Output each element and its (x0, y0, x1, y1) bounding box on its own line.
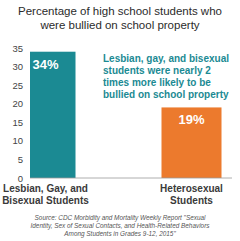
category-label: HeterosexualStudents (160, 183, 223, 206)
y-tick-label: 35 (12, 43, 23, 54)
text-line: Students (170, 195, 213, 206)
y-tick-label: 5 (18, 154, 23, 165)
bars (30, 52, 222, 178)
y-tick-label: 30 (12, 61, 23, 72)
text-line: Percentage of high school students who (18, 5, 222, 17)
data-label: 34% (32, 57, 58, 72)
chart-svg: Percentage of high school students who we… (0, 0, 240, 241)
title: Percentage of high school students who we… (18, 5, 222, 31)
text-line: Identity, Sex of Sexual Contacts, and He… (31, 222, 211, 230)
annotation: Lesbian, gay, and bisexualstudents were … (103, 53, 229, 100)
bar (162, 107, 222, 178)
text-line: times more likely to be (103, 77, 211, 88)
source: Source: CDC Morbidity and Mortality Week… (31, 214, 211, 238)
y-axis: 0 5 10 15 20 25 30 35 (12, 43, 23, 184)
baseline (30, 178, 232, 179)
category-label: Lesbian, Gay, andBisexual Students (2, 183, 89, 206)
y-tick-label: 25 (12, 80, 23, 91)
data-label: 19% (178, 112, 204, 127)
text-line: Among Students in Grades 9-12, 2015" (63, 230, 176, 238)
text-line: Heterosexual (160, 183, 223, 194)
text-line: Lesbian, gay, and bisexual (103, 53, 229, 64)
text-line: bullied on school property (103, 89, 229, 100)
y-tick-label: 20 (12, 98, 23, 109)
y-tick-label: 10 (12, 135, 23, 146)
bar (30, 52, 76, 178)
text-line: were bullied on school property (39, 19, 199, 31)
y-tick-label: 15 (12, 117, 23, 128)
text-line: Lesbian, Gay, and (3, 183, 88, 194)
y-tick-label: 0 (18, 173, 23, 184)
text-line: Source: CDC Morbidity and Mortality Week… (35, 214, 206, 222)
text-line: students were nearly 2 (103, 65, 211, 76)
chart-root: Percentage of high school students who we… (0, 0, 240, 241)
text-line: Bisexual Students (2, 195, 89, 206)
